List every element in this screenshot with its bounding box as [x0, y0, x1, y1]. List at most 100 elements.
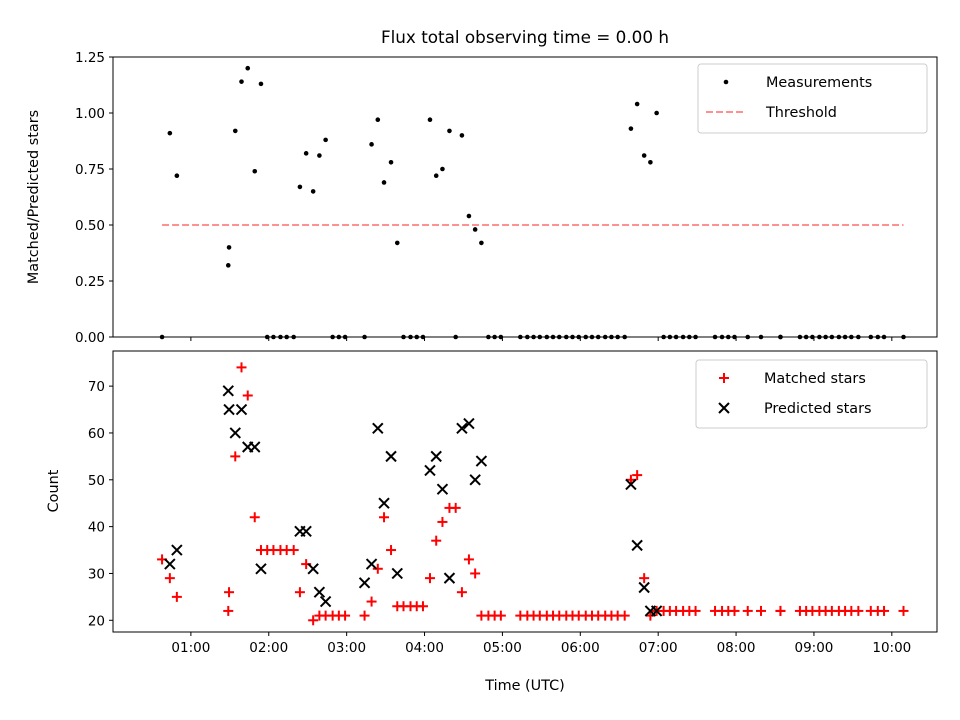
matched-star-point — [853, 605, 864, 616]
matched-star-point — [424, 573, 435, 584]
matched-star-point — [224, 587, 235, 598]
measurement-point — [174, 173, 180, 179]
matched-star-point — [236, 362, 247, 373]
predicted-star-point — [463, 417, 475, 430]
matched-star-point — [632, 470, 643, 481]
measurement-point — [252, 168, 258, 174]
predicted-star-point — [475, 455, 488, 467]
legend-measurements-marker — [723, 79, 729, 85]
ratio-panel-frame — [112, 56, 938, 338]
ratio-legend: Measurements Threshold — [697, 63, 928, 134]
matched-star-point — [742, 605, 753, 616]
matched-star-point — [164, 573, 175, 584]
count-xtick-label: 07:00 — [639, 640, 678, 656]
count-ytick-label: 20 — [88, 613, 105, 629]
matched-star-point — [372, 563, 383, 574]
legend-label: Measurements — [766, 75, 872, 91]
predicted-star-point — [631, 539, 643, 552]
matched-star-point — [879, 605, 890, 616]
predicted-star-point — [469, 474, 481, 486]
ratio-ytick-label: 0.50 — [75, 218, 105, 234]
measurement-point — [388, 159, 394, 165]
matched-star-point — [294, 587, 305, 598]
predicted-star-point — [164, 558, 176, 570]
matched-star-point — [379, 512, 390, 523]
measurement-point — [258, 81, 264, 87]
predicted-star-point — [319, 595, 332, 608]
matched-star-point — [775, 605, 786, 616]
ratio-ytick-label: 0.25 — [75, 274, 105, 290]
count-xtick-label: 09:00 — [794, 640, 833, 656]
predicted-star-point — [235, 403, 248, 416]
predicted-star-point — [171, 544, 183, 556]
count-xtick-label: 02:00 — [249, 640, 288, 656]
matched-star-point — [495, 610, 506, 621]
matched-star-point — [437, 516, 448, 527]
measurement-point — [317, 153, 322, 158]
ratio-panel: 0.00 0.25 0.50 0.75 1.00 1.25 Matched/Predict… — [26, 50, 938, 346]
count-xtick-label: 03:00 — [327, 640, 366, 656]
matched-star-point — [386, 545, 397, 556]
matched-star-point — [340, 610, 351, 621]
predicted-star-point — [456, 422, 468, 434]
measurement-point — [654, 110, 659, 116]
measurement-point — [433, 173, 439, 179]
predicted-star-point — [365, 558, 378, 570]
legend-label: Predicted stars — [764, 401, 872, 417]
count-ytick-label: 30 — [88, 566, 105, 582]
chart-title: Flux total observing time = 0.00 h — [381, 27, 669, 47]
measurement-point — [167, 130, 173, 136]
count-panel-ylabel: Count — [46, 469, 62, 512]
measurement-point — [628, 126, 634, 131]
measurement-point — [297, 184, 303, 190]
predicted-star-point — [385, 450, 397, 463]
measurement-point — [310, 189, 316, 194]
measurement-point — [232, 128, 238, 134]
ratio-ytick-label: 0.00 — [75, 330, 105, 346]
matched-star-point — [288, 545, 299, 556]
measurement-point — [648, 159, 653, 165]
predicted-star-point — [378, 497, 390, 509]
matched-star-point — [417, 601, 428, 612]
measurement-point — [440, 166, 445, 172]
predicted-star-point — [650, 605, 663, 617]
ratio-panel-ylabel: Matched/Predicted stars — [26, 110, 42, 284]
legend-label: Threshold — [765, 105, 837, 121]
ratio-ytick-label: 0.75 — [75, 162, 105, 178]
matched-star-point — [431, 535, 442, 546]
predicted-star-point — [307, 563, 319, 575]
predicted-star-point — [255, 563, 267, 575]
measurement-point — [245, 65, 251, 71]
measurement-point — [394, 240, 400, 246]
count-xtick-label: 04:00 — [405, 640, 444, 656]
measurement-point — [466, 213, 472, 219]
ratio-ytick-label: 1.25 — [75, 50, 105, 66]
count-panel-frame — [112, 350, 938, 633]
predicted-star-point — [358, 577, 371, 589]
count-ytick-label: 70 — [88, 379, 105, 395]
matched-star-point — [359, 610, 370, 621]
matched-star-point — [456, 587, 467, 598]
legend-box — [697, 63, 928, 134]
predicted-star-point — [249, 441, 261, 453]
predicted-star-point — [436, 483, 449, 495]
measurement-point — [226, 245, 232, 250]
matched-star-point — [619, 610, 630, 621]
measurement-point — [239, 79, 244, 84]
count-xtick-label: 10:00 — [872, 640, 911, 656]
measurement-point — [381, 180, 387, 185]
measurement-point — [369, 142, 374, 147]
matched-star-point — [171, 591, 182, 602]
predicted-star-point — [372, 422, 384, 434]
measurement-point — [323, 137, 328, 143]
matched-star-point — [450, 502, 461, 513]
matched-star-point — [223, 605, 234, 616]
count-ytick-label: 50 — [88, 473, 105, 489]
count-xtick-label: 08:00 — [717, 640, 756, 656]
measurement-point — [479, 240, 484, 246]
matched-star-point — [249, 512, 260, 523]
count-xtick-label: 05:00 — [483, 640, 522, 656]
legend-label: Matched stars — [764, 371, 866, 387]
measurement-point — [375, 117, 381, 123]
